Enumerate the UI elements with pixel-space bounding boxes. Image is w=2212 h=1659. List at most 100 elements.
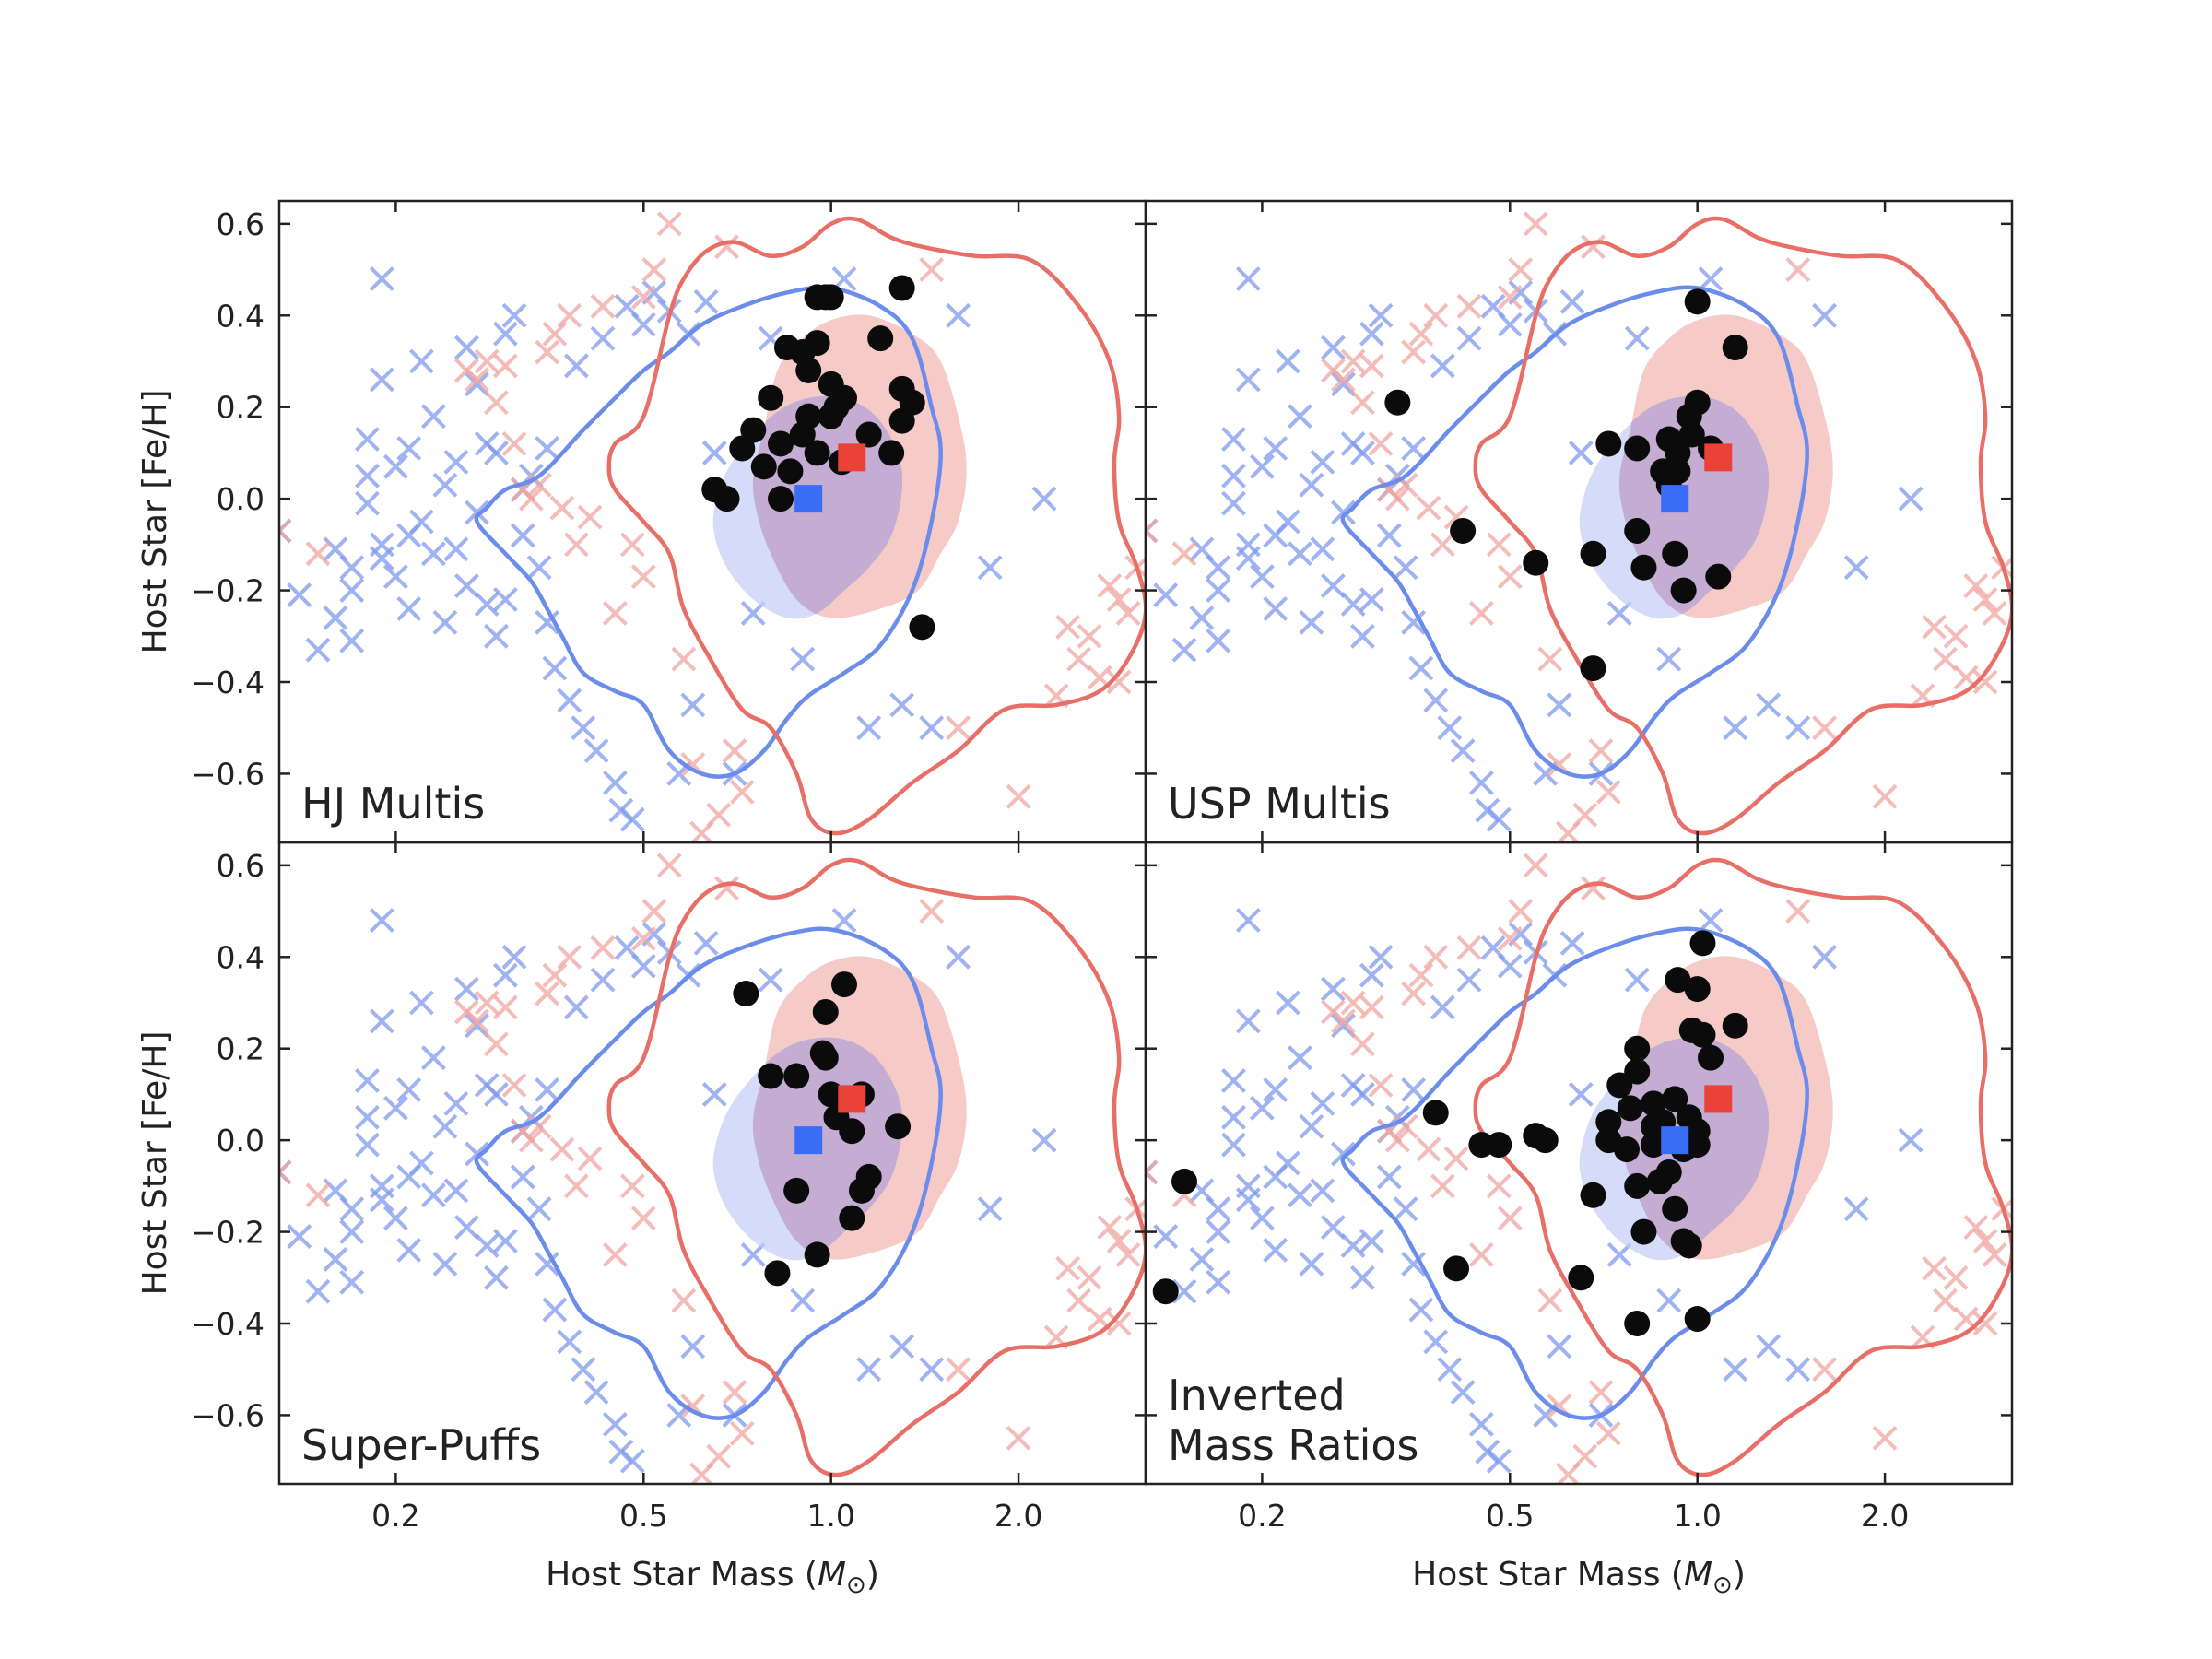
blue-cross-point — [1263, 436, 1288, 461]
x-axis-label-text: Host Star Mass ( — [546, 1556, 818, 1594]
blue-cross-point — [369, 908, 394, 933]
red-cross-point — [1537, 1288, 1563, 1313]
red-cross-point — [1443, 1146, 1469, 1171]
data-point — [1722, 1012, 1748, 1039]
red-cross-point — [474, 990, 500, 1016]
blue-cross-point — [287, 1224, 312, 1249]
data-point — [1617, 1095, 1643, 1122]
data-point — [1684, 1132, 1711, 1159]
red-cross-point — [1468, 601, 1494, 626]
red-cross-point — [1430, 1173, 1455, 1199]
red-contour-line — [1473, 857, 2012, 1477]
red-cross-point — [1077, 1265, 1102, 1290]
blue-cross-point — [790, 1288, 816, 1313]
blue-cross-point — [701, 1082, 727, 1107]
blue-cross-point — [1206, 555, 1231, 581]
data-point — [1624, 1172, 1651, 1199]
blue-cross-point — [443, 449, 469, 475]
red-cross-point — [526, 1113, 552, 1139]
blue-cross-point — [1249, 1206, 1275, 1231]
red-cross-point — [1933, 1288, 1958, 1313]
blue-cross-point — [1331, 1013, 1356, 1039]
blue-cross-point — [323, 605, 348, 630]
red-cross-point — [722, 738, 747, 763]
blue-cross-point — [1206, 1219, 1231, 1244]
red-cross-point — [1963, 573, 1989, 599]
x-axis-label-symbol: M — [1684, 1556, 1712, 1594]
blue-cross-point — [1456, 325, 1482, 351]
red-cross-point — [1537, 646, 1563, 672]
blue-cross-point — [408, 990, 434, 1016]
blue-cross-point — [542, 1297, 568, 1323]
red-cross-point — [1785, 257, 1811, 282]
blue-cross-point — [563, 994, 589, 1020]
blue-cross-point — [1350, 1082, 1375, 1107]
data-point — [713, 486, 740, 512]
blue-cross-point — [1263, 1077, 1288, 1102]
blue-cross-point — [1843, 555, 1869, 581]
data-point — [909, 614, 935, 641]
data-point — [1698, 1044, 1724, 1071]
blue-cross-point — [432, 472, 458, 498]
red-cross-point — [1146, 518, 1159, 544]
blue-cross-point — [1359, 321, 1384, 347]
data-point — [818, 284, 844, 311]
red-cross-point — [630, 564, 656, 590]
blue-cross-point — [369, 367, 394, 393]
red-cross-point — [1486, 1173, 1512, 1199]
blue-cross-point — [305, 637, 331, 663]
red-cross-point — [1359, 994, 1384, 1020]
red-cross-point — [641, 257, 667, 282]
panel-label: HJ Multis — [301, 779, 485, 829]
blue-cross-point — [421, 404, 446, 429]
data-point — [764, 1260, 791, 1287]
blue-cross-point — [382, 564, 408, 590]
blue-cross-point — [535, 609, 560, 635]
red-cross-point — [1572, 802, 1598, 828]
blue-cross-point — [1310, 1178, 1335, 1204]
blue-cross-point — [1221, 463, 1246, 488]
red-cross-point — [602, 1242, 628, 1267]
red-median-marker — [838, 443, 866, 472]
blue-cross-point — [1624, 325, 1650, 351]
blue-cross-point — [484, 441, 509, 465]
red-cross-point — [1055, 1255, 1080, 1281]
blue-cross-point — [396, 1238, 422, 1263]
red-cross-point — [1523, 853, 1548, 878]
x-tick-label: 2.0 — [994, 1498, 1042, 1534]
red-cross-point — [557, 302, 582, 328]
blue-cross-point — [1368, 302, 1394, 328]
blue-cross-point — [1340, 1233, 1366, 1258]
blue-cross-point — [1206, 1196, 1231, 1222]
blue-cross-point — [492, 1229, 518, 1253]
data-point — [768, 430, 794, 457]
red-cross-point — [1077, 623, 1102, 649]
blue-cross-point — [382, 453, 408, 479]
blue-cross-point — [453, 976, 479, 1002]
red-cross-point — [630, 1206, 656, 1231]
blue-cross-point — [1368, 944, 1394, 970]
blue-cross-point — [1723, 715, 1748, 741]
blue-cross-point — [510, 523, 535, 548]
blue-cross-point — [287, 582, 312, 607]
blue-cross-point — [758, 967, 783, 993]
blue-cross-point — [339, 1196, 365, 1222]
data-point — [1606, 1072, 1633, 1099]
blue-cross-point — [1299, 1251, 1324, 1277]
blue-cross-point — [1263, 523, 1288, 548]
red-cross-point — [714, 234, 739, 260]
red-cross-point — [630, 925, 656, 951]
blue-cross-point — [1812, 944, 1838, 970]
data-point — [1613, 1136, 1640, 1163]
blue-cross-point — [1350, 441, 1375, 465]
blue-contour-line — [474, 285, 943, 779]
blue-cross-point — [1393, 1196, 1418, 1222]
x-axis-label-symbol: M — [818, 1556, 846, 1594]
y-tick-label: −0.6 — [191, 756, 265, 792]
panel-1: HJ Multis — [277, 199, 1147, 844]
blue-cross-point — [1350, 1265, 1375, 1290]
data-point — [1523, 549, 1549, 576]
blue-cross-point — [1430, 994, 1455, 1020]
red-cross-point — [518, 1127, 544, 1153]
blue-cross-point — [396, 596, 422, 621]
